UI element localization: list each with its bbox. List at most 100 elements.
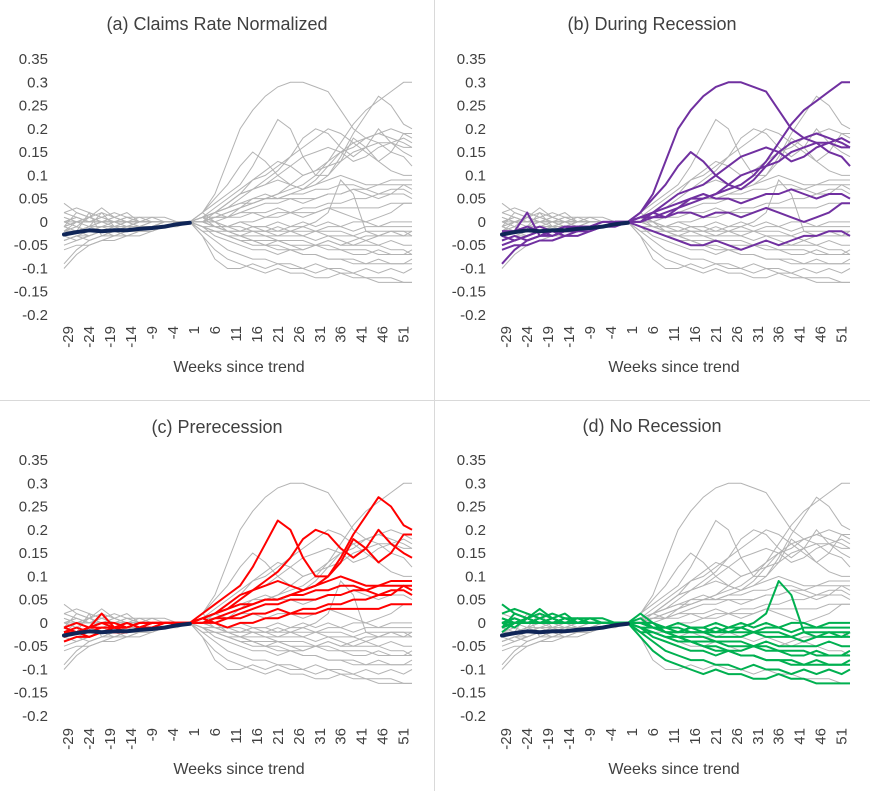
y-tick-label: -0.15 — [14, 284, 48, 301]
x-tick-label: 16 — [249, 326, 266, 343]
y-tick-label: 0.25 — [457, 98, 486, 115]
chart-title: (d) No Recession — [582, 416, 721, 436]
background-series-line — [63, 221, 412, 283]
background-series-line — [63, 622, 413, 656]
x-tick-label: 6 — [645, 728, 662, 736]
y-tick-label: 0 — [40, 214, 48, 231]
y-tick-label: -0.15 — [452, 284, 486, 301]
x-tick-label: 51 — [396, 728, 413, 745]
x-tick-label: -9 — [582, 728, 599, 741]
background-series-line — [63, 216, 412, 265]
y-tick-label: 0.2 — [465, 121, 486, 138]
y-tick-label: 0 — [478, 615, 486, 632]
x-tick-label: -9 — [582, 326, 599, 339]
x-axis-title: Weeks since trend — [608, 761, 739, 778]
y-tick-label: -0.2 — [460, 307, 486, 324]
y-tick-label: -0.15 — [452, 685, 486, 702]
chart-panel-d: (d) No Recession Weeks since trend 0.350… — [452, 416, 851, 778]
y-tick-label: 0.05 — [19, 592, 48, 609]
background-series-line — [63, 128, 413, 223]
x-tick-label: 46 — [813, 326, 830, 343]
y-tick-label: 0.35 — [457, 51, 486, 68]
x-tick-label: 36 — [333, 728, 350, 745]
x-tick-label: 26 — [729, 326, 746, 343]
y-tick-label: 0.1 — [465, 167, 486, 184]
x-tick-label: 1 — [186, 728, 203, 736]
y-tick-label: 0.3 — [27, 74, 48, 91]
y-tick-label: 0.15 — [19, 545, 48, 562]
x-tick-label: 31 — [312, 326, 329, 343]
y-tick-label: 0.25 — [19, 98, 48, 115]
background-series-line — [501, 207, 851, 274]
x-tick-label: 21 — [270, 326, 287, 343]
y-tick-label: 0.05 — [457, 191, 486, 208]
x-tick-label: 6 — [207, 728, 224, 736]
x-tick-label: 31 — [750, 326, 767, 343]
x-tick-label: -24 — [519, 728, 536, 750]
x-tick-label: 36 — [771, 728, 788, 745]
x-tick-label: 1 — [624, 326, 641, 334]
background-series-line — [63, 128, 412, 232]
y-tick-label: -0.15 — [14, 685, 48, 702]
y-tick-label: 0.2 — [465, 522, 486, 539]
x-tick-label: 16 — [687, 326, 704, 343]
y-tick-label: 0.15 — [19, 144, 48, 161]
background-series-line — [63, 207, 413, 274]
highlight-series-line — [501, 617, 850, 629]
background-series-line — [63, 613, 412, 684]
chart-panel-a: (a) Claims Rate Normalized Weeks since t… — [14, 14, 413, 376]
y-tick-label: -0.05 — [452, 638, 486, 655]
x-tick-label: -29 — [60, 326, 77, 348]
x-tick-label: 21 — [708, 326, 725, 343]
y-tick-label: 0.3 — [465, 475, 486, 492]
x-tick-label: -4 — [165, 326, 182, 339]
chart-panel-b: (b) During Recession Weeks since trend 0… — [452, 14, 851, 376]
x-tick-label: -29 — [498, 326, 515, 348]
highlight-series-line — [501, 81, 851, 265]
x-tick-label: 11 — [666, 326, 683, 342]
x-tick-label: -4 — [165, 728, 182, 741]
y-tick-label: -0.1 — [22, 260, 48, 277]
y-tick-label: -0.2 — [22, 708, 48, 725]
plot-area: 0.35 0.3 0.25 0.2 0.15 0.1 0.05 0 -0.05 -0.1 -0.15… — [452, 452, 851, 750]
x-tick-label: 31 — [312, 728, 329, 745]
y-tick-label: -0.2 — [22, 307, 48, 324]
background-series-line — [63, 529, 412, 633]
x-tick-label: 11 — [666, 728, 683, 744]
vertical-divider — [434, 0, 435, 791]
background-series-line — [63, 216, 412, 228]
y-tick-label: -0.1 — [460, 260, 486, 277]
x-tick-label: 26 — [291, 728, 308, 745]
background-series-line — [502, 184, 850, 232]
background-series-line — [63, 81, 413, 265]
background-series-line — [501, 212, 850, 283]
x-tick-label: -19 — [540, 326, 557, 348]
x-tick-label: -14 — [123, 728, 140, 750]
x-tick-label: 6 — [645, 326, 662, 334]
background-series-line — [63, 482, 413, 666]
x-tick-label: -14 — [123, 326, 140, 348]
background-series-line — [63, 212, 412, 283]
y-tick-label: 0.3 — [27, 475, 48, 492]
y-tick-label: -0.1 — [22, 661, 48, 678]
x-tick-label: 16 — [687, 728, 704, 745]
y-tick-label: -0.05 — [14, 237, 48, 254]
mean-series-line — [500, 220, 630, 237]
x-tick-label: 21 — [270, 728, 287, 745]
mean-series-line — [62, 220, 192, 237]
x-tick-label: 26 — [291, 326, 308, 343]
mean-series-line — [500, 621, 630, 638]
horizontal-divider — [0, 400, 870, 401]
x-tick-label: 1 — [186, 326, 203, 334]
x-tick-label: 11 — [228, 728, 245, 744]
plot-area: 0.35 0.3 0.25 0.2 0.15 0.1 0.05 0 -0.05 -0.1 -0.15… — [452, 51, 851, 348]
x-tick-label: -24 — [519, 326, 536, 348]
x-tick-label: -19 — [102, 326, 119, 348]
background-series-line — [501, 221, 850, 283]
x-tick-label: 41 — [792, 728, 809, 745]
x-tick-label: 16 — [249, 728, 266, 745]
y-tick-label: -0.2 — [460, 708, 486, 725]
x-tick-label: 21 — [708, 728, 725, 745]
background-series-line — [63, 216, 413, 265]
